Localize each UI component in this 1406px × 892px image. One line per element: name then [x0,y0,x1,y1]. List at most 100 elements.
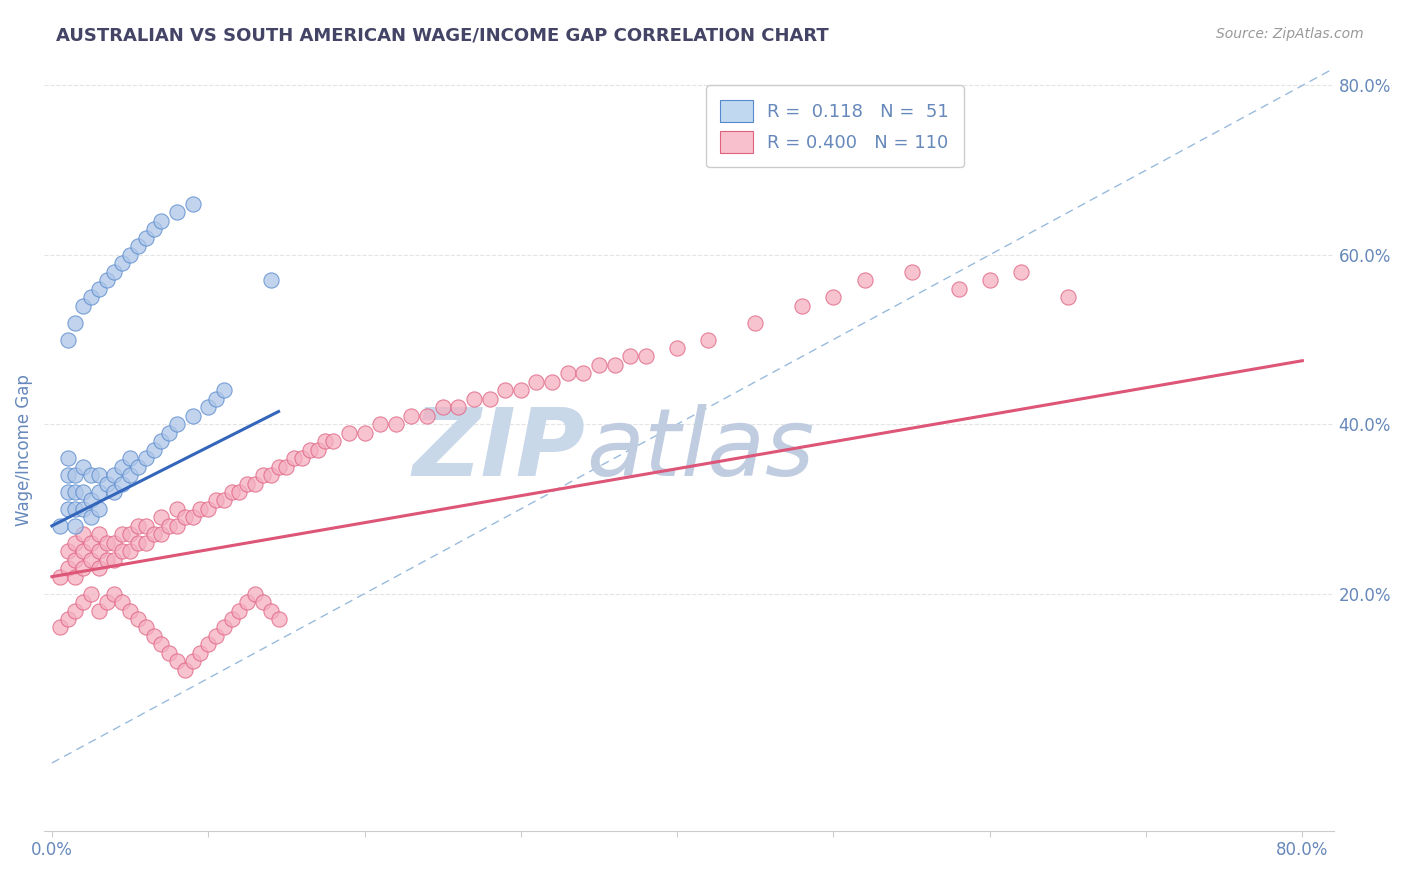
Point [150,527,173,541]
Point [619,350,641,364]
Point [72,595,94,609]
Point [111,476,134,491]
Point [72,299,94,313]
Point [212,493,235,508]
Point [267,612,290,626]
Point [135,536,157,550]
Point [87,282,110,296]
Point [65,553,87,567]
Point [432,401,454,415]
Point [96,536,118,550]
Point [65,316,87,330]
Point [111,527,134,541]
Point [603,358,626,372]
Point [111,459,134,474]
Point [96,553,118,567]
Point [557,367,579,381]
Point [697,333,720,347]
Text: atlas: atlas [586,404,814,495]
Text: ZIP: ZIP [413,404,586,496]
Point [197,502,219,516]
Point [72,561,94,575]
Point [142,222,165,236]
Point [135,519,157,533]
Point [142,629,165,643]
Point [87,544,110,558]
Point [283,451,305,466]
Point [150,510,173,524]
Point [65,468,87,483]
Point [56,451,79,466]
Point [142,527,165,541]
Point [205,493,228,508]
Point [103,553,125,567]
Point [166,417,188,432]
Legend: R =  0.118   N =  51, R = 0.400   N = 110: R = 0.118 N = 51, R = 0.400 N = 110 [706,85,963,167]
Point [127,536,149,550]
Point [228,603,250,617]
Point [221,612,243,626]
Point [56,544,79,558]
Point [103,586,125,600]
Point [80,468,103,483]
Point [666,341,689,355]
Point [307,442,329,457]
Point [1010,265,1032,279]
Point [80,493,103,508]
Point [103,468,125,483]
Point [150,434,173,449]
Point [260,468,283,483]
Point [56,612,79,626]
Point [80,536,103,550]
Point [56,468,79,483]
Point [127,239,149,253]
Point [181,197,204,211]
Point [127,459,149,474]
Point [111,595,134,609]
Point [228,485,250,500]
Point [212,384,235,398]
Point [87,502,110,516]
Point [80,553,103,567]
Point [260,603,283,617]
Point [65,502,87,516]
Point [1057,290,1080,304]
Point [150,637,173,651]
Point [80,290,103,304]
Point [150,214,173,228]
Point [541,375,564,389]
Point [56,333,79,347]
Point [120,603,142,617]
Point [120,451,142,466]
Point [401,409,423,423]
Point [823,290,845,304]
Point [337,425,360,440]
Point [572,367,595,381]
Point [276,459,298,474]
Text: Source: ZipAtlas.com: Source: ZipAtlas.com [1216,27,1364,41]
Point [103,536,125,550]
Point [65,603,87,617]
Point [243,476,266,491]
Point [111,544,134,558]
Point [353,425,375,440]
Point [87,485,110,500]
Point [385,417,408,432]
Point [243,586,266,600]
Point [252,468,274,483]
Point [236,476,259,491]
Point [314,434,336,449]
Point [166,502,188,516]
Point [135,231,157,245]
Point [190,502,212,516]
Point [157,519,180,533]
Point [135,620,157,634]
Point [197,637,219,651]
Point [744,316,766,330]
Point [65,485,87,500]
Point [447,401,470,415]
Point [87,468,110,483]
Point [166,205,188,219]
Point [260,273,283,287]
Point [298,442,321,457]
